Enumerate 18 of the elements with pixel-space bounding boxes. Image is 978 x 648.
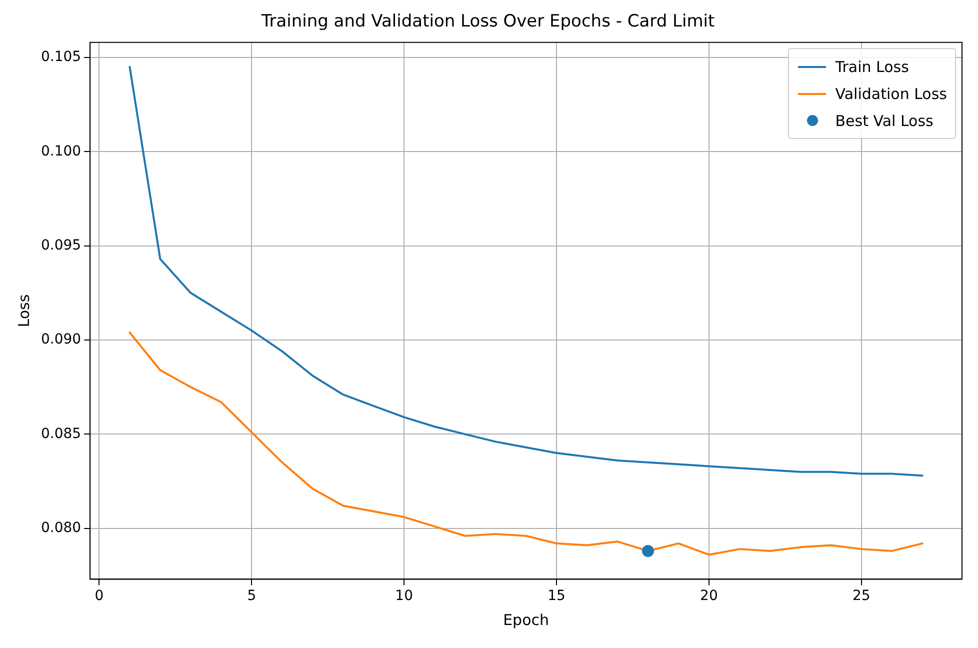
- x-axis-title: Epoch: [503, 610, 550, 629]
- legend-label: Validation Loss: [835, 84, 947, 103]
- x-tick-label: 0: [94, 588, 104, 604]
- chart-title: Training and Validation Loss Over Epochs - Card Limit: [260, 12, 716, 32]
- x-tick-label: 25: [852, 588, 870, 604]
- legend-label: Train Loss: [835, 58, 909, 76]
- x-tick-label: 15: [548, 588, 566, 604]
- x-tick-label: 10: [395, 588, 414, 604]
- y-tick-label: 0.090: [40, 332, 82, 348]
- x-tick-label: 20: [700, 588, 718, 604]
- y-tick-label: 0.080: [40, 520, 82, 536]
- y-tick-label: 0.100: [40, 143, 82, 160]
- legend-label: Best Val Loss: [835, 112, 934, 130]
- y-tick-label: 0.105: [40, 49, 82, 66]
- y-tick-label: 0.095: [40, 237, 82, 254]
- y-axis-title: Loss: [14, 294, 33, 328]
- x-tick-label: 5: [247, 588, 256, 604]
- y-tick-label: 0.085: [40, 426, 82, 442]
